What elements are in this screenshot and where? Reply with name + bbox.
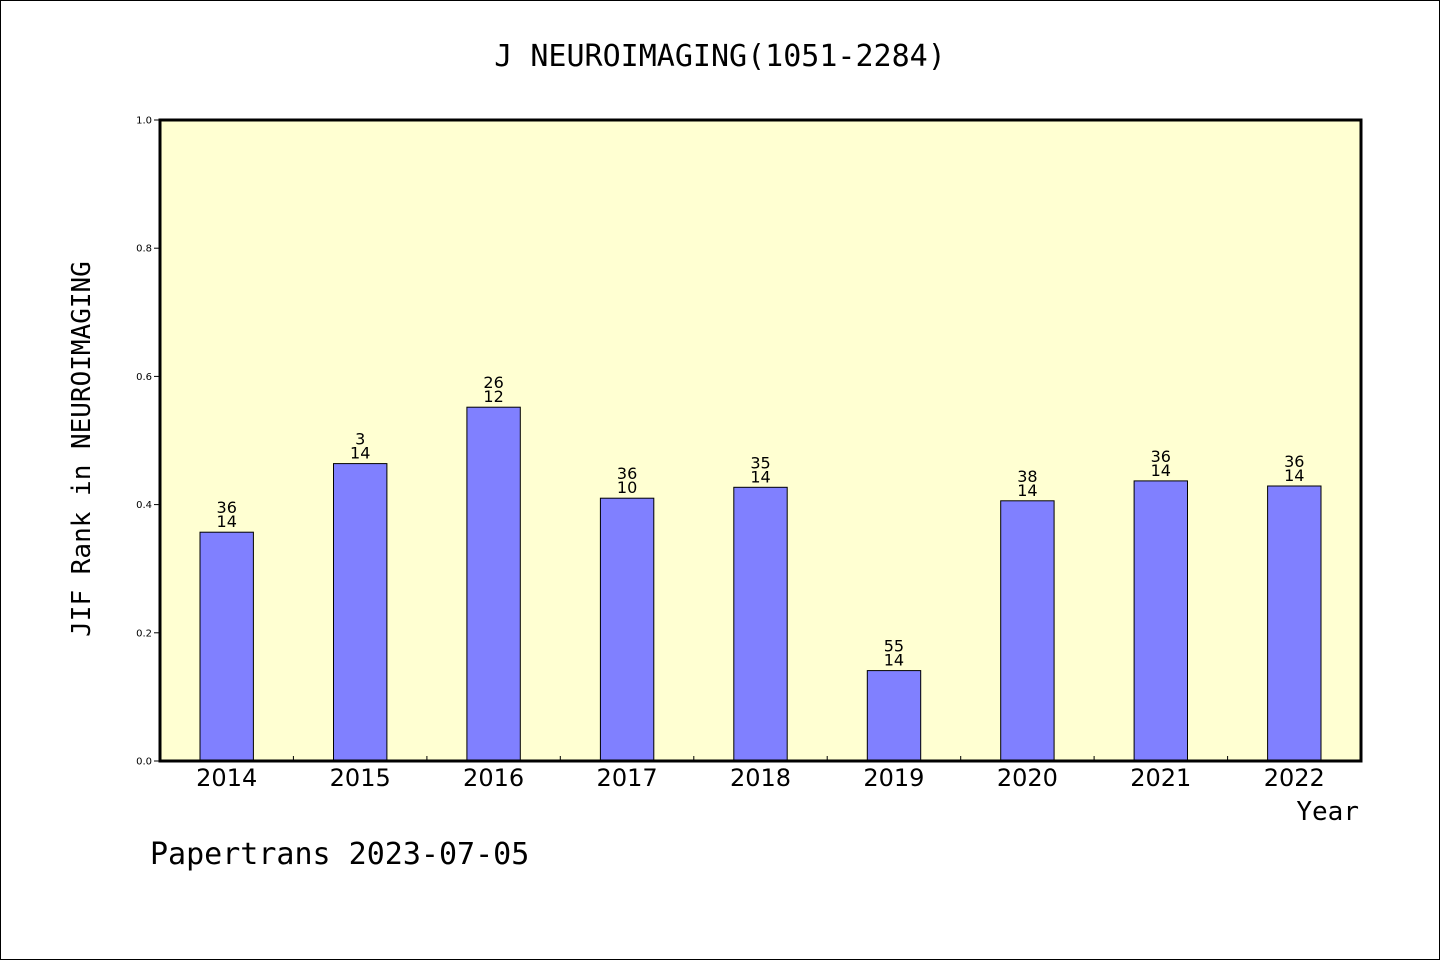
bar-label-lower-2015: 14 (350, 444, 370, 463)
bar-2014 (199, 531, 254, 762)
bar-label-upper-2015: 3 (355, 430, 365, 449)
x-axis-ticks: 2014 2015 2016 2017 2018 2019 2020 2021 2022 (196, 756, 1325, 792)
bar-label-upper-2016: 26 (483, 373, 503, 392)
bar-label-lower-2018: 14 (750, 467, 770, 486)
footer-credit: Papertrans 2023-07-05 (150, 837, 529, 872)
bar-2020 (1000, 500, 1055, 762)
bar-label-upper-2022: 36 (1284, 452, 1304, 471)
x-tick-label-2022: 2022 (1264, 764, 1325, 792)
bar-label-lower-2017: 10 (617, 478, 637, 497)
chart-title: J NEUROIMAGING(1051-2284) (494, 39, 946, 74)
bar-2016 (466, 406, 521, 762)
bar-label-upper-2019: 55 (884, 637, 904, 656)
bar-label-lower-2020: 14 (1017, 481, 1037, 500)
bar-label-upper-2020: 38 (1017, 467, 1037, 486)
bar-label-upper-2014: 36 (217, 498, 237, 517)
bar-2021 (1133, 480, 1188, 762)
bar-label-lower-2019: 14 (884, 651, 904, 670)
y-axis-title: JIF Rank in NEUROIMAGING (67, 261, 97, 637)
bar-label-upper-2018: 35 (750, 453, 770, 472)
y-tick-label-0.6: 0.6 (136, 372, 152, 383)
x-tick-label-2019: 2019 (863, 764, 924, 792)
bar-2018 (733, 486, 788, 762)
bar-2019 (866, 670, 922, 762)
plot-border (158, 118, 1363, 763)
x-axis-title: Year (1296, 797, 1359, 827)
x-tick-label-2017: 2017 (597, 764, 658, 792)
x-tick-label-2015: 2015 (330, 764, 391, 792)
bar-label-lower-2016: 12 (483, 387, 503, 406)
bar-label-lower-2014: 14 (217, 512, 237, 531)
y-tick-label-0.8: 0.8 (136, 244, 152, 255)
x-tick-label-2021: 2021 (1130, 764, 1191, 792)
bar-2015 (333, 463, 388, 762)
bar-2017 (599, 497, 655, 762)
y-tick-label-0.0: 0.0 (136, 757, 152, 768)
x-tick-label-2014: 2014 (196, 764, 257, 792)
y-axis-ticks: 0.0 0.2 0.4 0.6 0.8 1.0 (136, 116, 160, 768)
bar-label-lower-2022: 14 (1284, 466, 1304, 485)
bar-label-lower-2021: 14 (1151, 461, 1171, 480)
y-tick-label-0.4: 0.4 (136, 500, 152, 511)
y-tick-label-0.2: 0.2 (136, 628, 152, 639)
bar-label-upper-2017: 36 (617, 464, 637, 483)
x-tick-label-2018: 2018 (730, 764, 791, 792)
x-tick-label-2016: 2016 (463, 764, 524, 792)
bar-2022 (1267, 485, 1322, 762)
x-tick-label-2020: 2020 (997, 764, 1058, 792)
bars-layer (199, 406, 1322, 762)
y-tick-label-1.0: 1.0 (136, 116, 152, 127)
bar-label-upper-2021: 36 (1151, 447, 1171, 466)
